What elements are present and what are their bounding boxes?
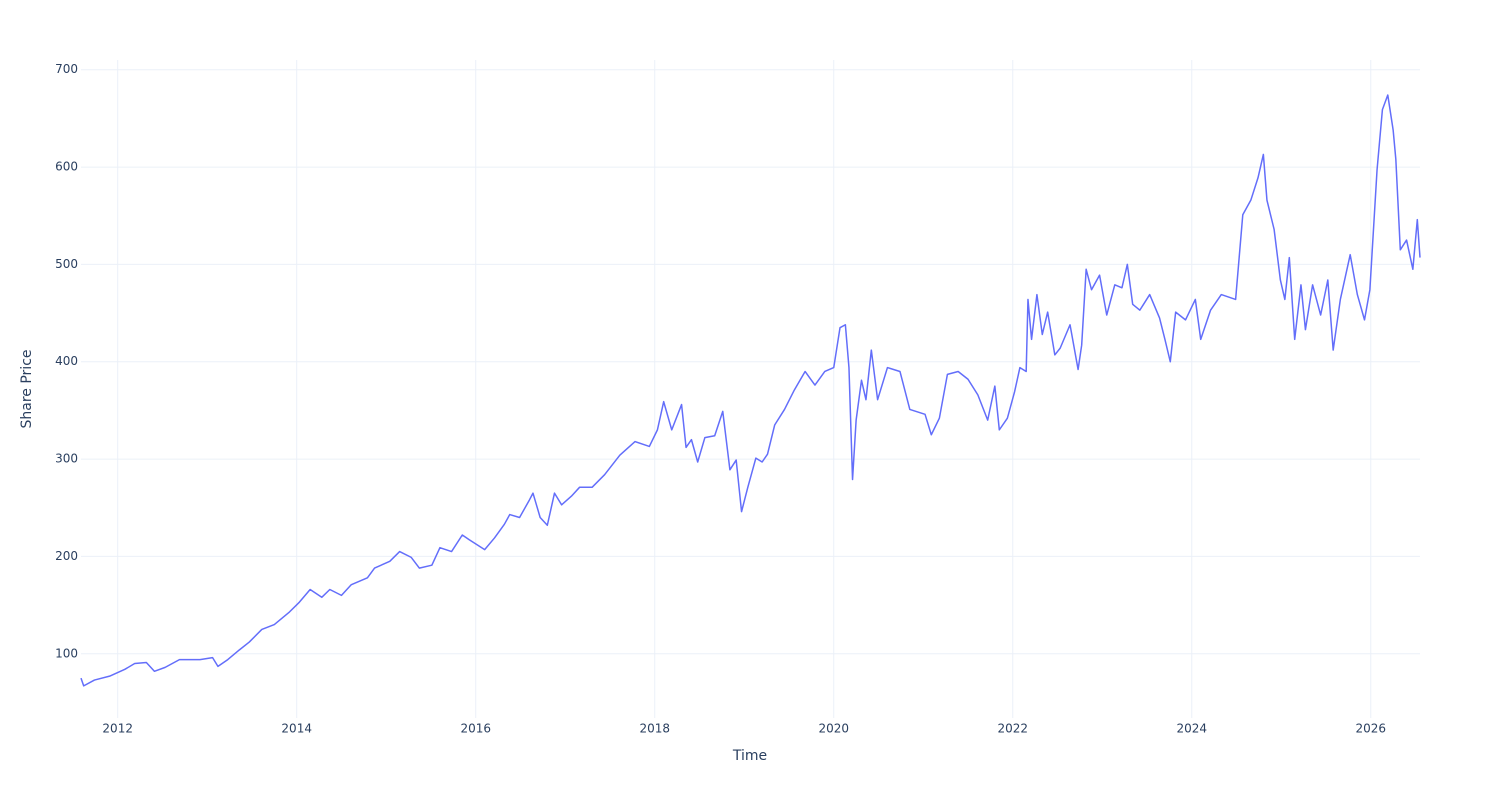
y-tick-label: 300 bbox=[55, 452, 78, 466]
x-axis-title: Time bbox=[732, 748, 767, 764]
x-tick-label: 2026 bbox=[1355, 722, 1386, 736]
x-tick-label: 2016 bbox=[460, 722, 491, 736]
y-tick-label: 700 bbox=[55, 62, 78, 76]
price-line bbox=[80, 94, 1421, 687]
x-tick-label: 2018 bbox=[639, 722, 670, 736]
x-tick-label: 2024 bbox=[1176, 722, 1207, 736]
x-tick-label: 2020 bbox=[818, 722, 849, 736]
y-axis-title: Share Price bbox=[19, 349, 35, 428]
y-tick-label: 400 bbox=[55, 354, 78, 368]
x-tick-label: 2022 bbox=[997, 722, 1028, 736]
y-tick-label: 200 bbox=[55, 549, 78, 563]
x-tick-label: 2012 bbox=[102, 722, 133, 736]
y-tick-label: 500 bbox=[55, 257, 78, 271]
y-tick-label: 600 bbox=[55, 160, 78, 174]
y-tick-label: 100 bbox=[55, 646, 78, 660]
x-tick-label: 2014 bbox=[281, 722, 312, 736]
